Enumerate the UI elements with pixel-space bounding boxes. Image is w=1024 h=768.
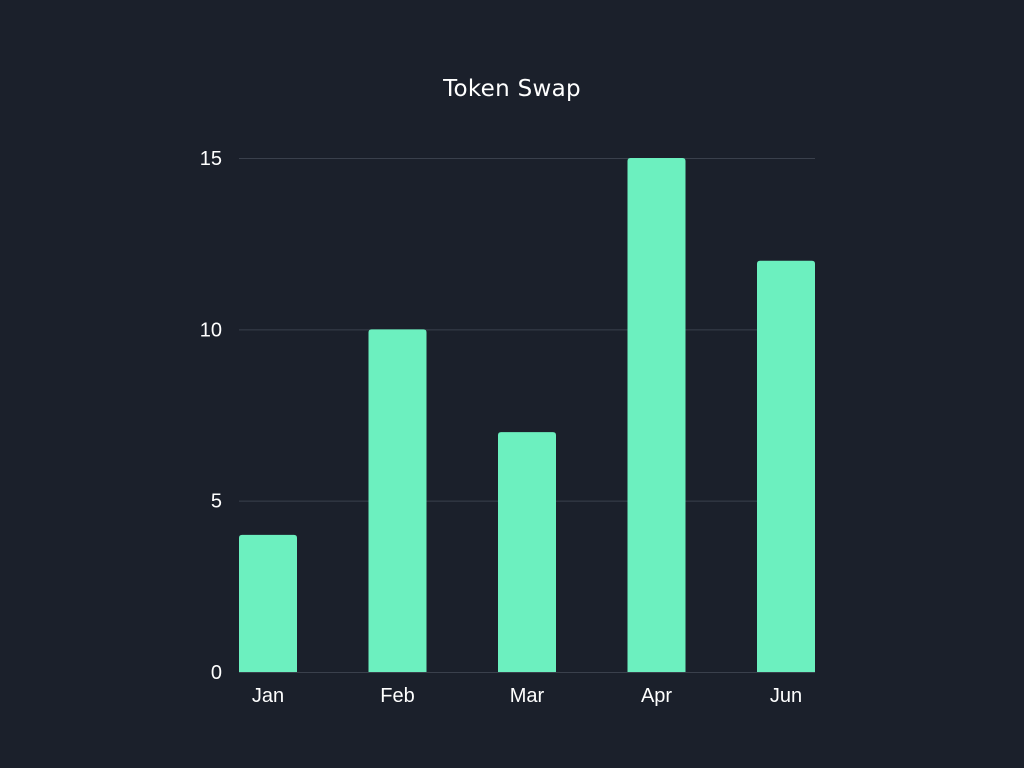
bar-mar bbox=[498, 432, 556, 672]
x-axis-ticks: Jan Feb Mar Apr Jun bbox=[252, 685, 802, 707]
x-tick-label: Jun bbox=[770, 685, 802, 707]
bar-jan bbox=[239, 534, 297, 672]
bar-jun bbox=[757, 260, 815, 672]
x-tick-label: Feb bbox=[380, 685, 414, 707]
x-tick-label: Mar bbox=[510, 685, 545, 707]
y-tick-label: 0 bbox=[211, 662, 222, 684]
y-tick-label: 10 bbox=[200, 319, 222, 341]
y-tick-label: 15 bbox=[200, 148, 222, 170]
bars bbox=[239, 158, 815, 672]
x-tick-label: Jan bbox=[252, 685, 284, 707]
chart-title: Token Swap bbox=[443, 76, 581, 102]
x-tick-label: Apr bbox=[641, 685, 672, 707]
y-tick-label: 5 bbox=[211, 491, 222, 513]
bar-feb bbox=[368, 329, 427, 672]
y-axis-ticks: 0 5 10 15 bbox=[200, 148, 222, 684]
bar-apr bbox=[627, 158, 686, 672]
